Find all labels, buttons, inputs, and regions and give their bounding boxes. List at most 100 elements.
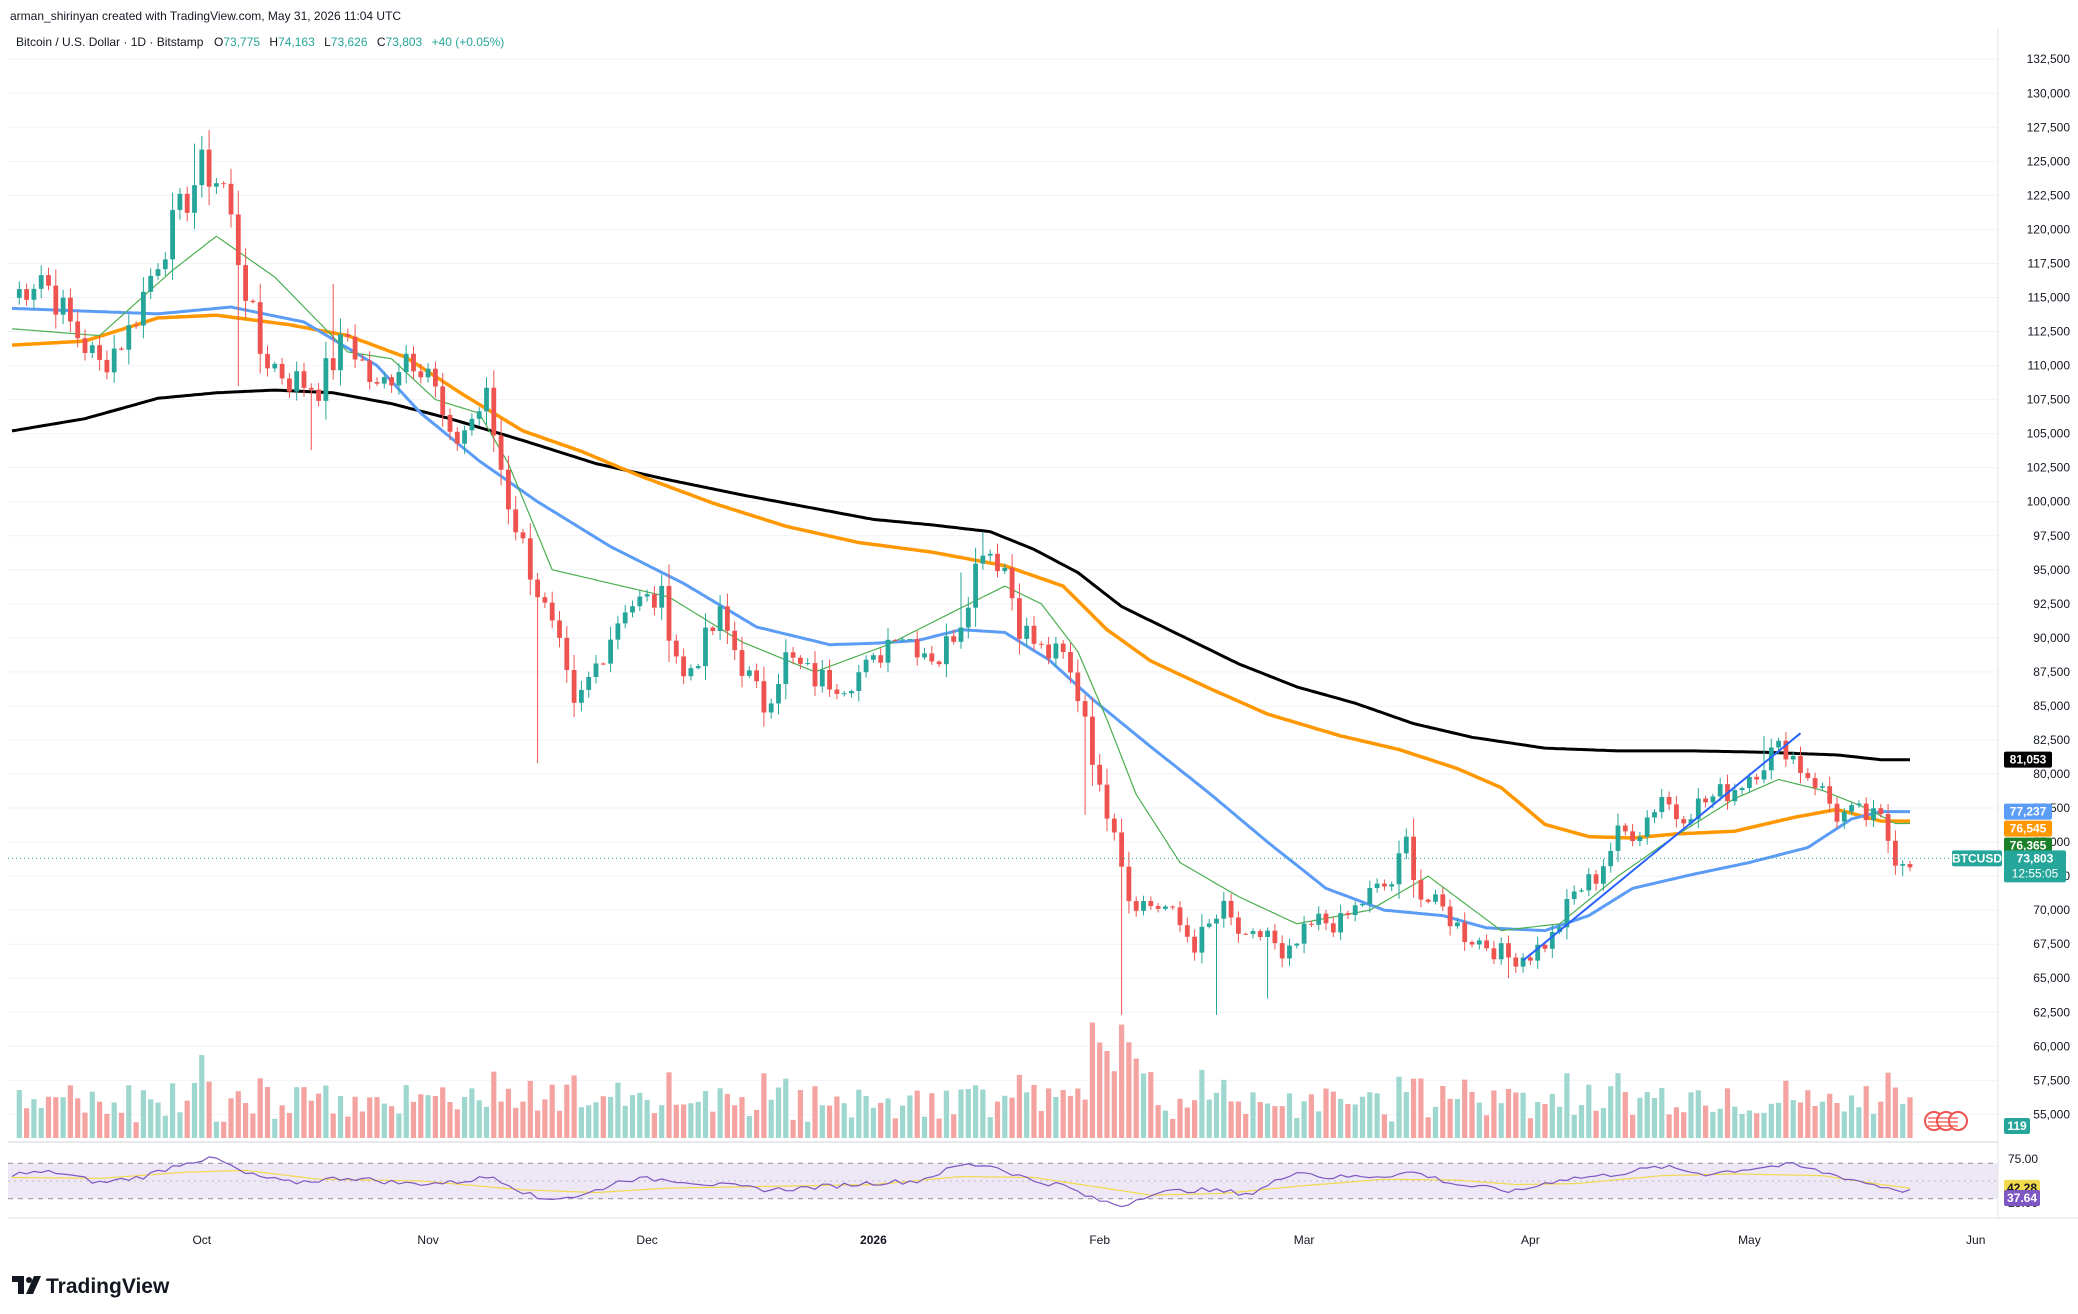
candle-body[interactable] (360, 359, 365, 361)
candle-body[interactable] (1287, 945, 1292, 959)
candle-body[interactable] (462, 430, 467, 444)
candle-body[interactable] (1659, 796, 1665, 813)
candle-body[interactable] (1666, 796, 1672, 805)
candle-body[interactable] (1389, 884, 1395, 887)
candle-body[interactable] (1747, 776, 1752, 789)
candle-body[interactable] (907, 639, 913, 641)
symbol-description[interactable]: Bitcoin / U.S. Dollar · 1D · Bitstamp (16, 35, 204, 49)
candle-body[interactable] (1418, 880, 1424, 900)
candle-body[interactable] (1498, 943, 1504, 960)
candle-body[interactable] (1090, 716, 1095, 765)
candle-body[interactable] (206, 149, 212, 187)
candle-body[interactable] (652, 594, 657, 608)
candle-body[interactable] (1352, 905, 1358, 916)
candle-body[interactable] (1695, 798, 1701, 820)
candle-body[interactable] (82, 338, 88, 353)
candle-body[interactable] (279, 363, 285, 379)
candle-body[interactable] (695, 666, 701, 669)
candle-body[interactable] (308, 387, 314, 390)
candle-body[interactable] (126, 325, 132, 350)
candle-body[interactable] (1345, 913, 1351, 916)
candle-body[interactable] (1309, 923, 1314, 925)
candle-body[interactable] (564, 637, 570, 671)
candle-body[interactable] (1732, 790, 1738, 802)
candle-body[interactable] (1900, 864, 1906, 866)
candle-body[interactable] (1214, 918, 1219, 924)
candle-body[interactable] (1739, 788, 1745, 791)
candle-body[interactable] (1360, 903, 1365, 906)
candle-body[interactable] (659, 585, 665, 608)
candle-body[interactable] (1316, 913, 1322, 925)
candle-body[interactable] (1163, 906, 1168, 909)
candle-body[interactable] (622, 612, 628, 624)
candle-body[interactable] (951, 636, 957, 642)
candle-body[interactable] (1068, 652, 1073, 673)
candle-body[interactable] (1082, 701, 1088, 717)
candle-body[interactable] (1681, 819, 1687, 824)
candle-body[interactable] (1841, 811, 1847, 822)
candle-body[interactable] (1674, 804, 1679, 820)
candle-body[interactable] (732, 630, 738, 651)
candle-body[interactable] (1382, 883, 1387, 887)
candle-body[interactable] (1046, 644, 1051, 659)
candle-body[interactable] (1586, 874, 1592, 891)
candle-body[interactable] (819, 669, 825, 687)
candle-body[interactable] (535, 579, 540, 598)
candle-body[interactable] (637, 596, 643, 607)
candle-body[interactable] (1513, 957, 1519, 967)
candle-body[interactable] (1440, 894, 1446, 907)
candle-body[interactable] (1622, 825, 1628, 832)
candle-body[interactable] (688, 668, 694, 677)
candle-body[interactable] (119, 348, 124, 350)
candle-body[interactable] (1520, 957, 1526, 967)
economic-events-flags[interactable] (1924, 1111, 1968, 1131)
candle-body[interactable] (506, 469, 511, 510)
candle-body[interactable] (557, 620, 562, 638)
candle-body[interactable] (1644, 817, 1650, 837)
candle-body[interactable] (1871, 808, 1876, 821)
candle-body[interactable] (1374, 883, 1380, 888)
candle-body[interactable] (1126, 866, 1132, 902)
candle-body[interactable] (1688, 819, 1694, 824)
candle-body[interactable] (170, 209, 175, 260)
candle-body[interactable] (1228, 900, 1234, 918)
candle-body[interactable] (1199, 926, 1205, 953)
candle-body[interactable] (433, 368, 438, 387)
candle-body[interactable] (1776, 740, 1781, 748)
candle-body[interactable] (878, 655, 884, 663)
candle-body[interactable] (381, 377, 387, 384)
candle-body[interactable] (184, 193, 190, 213)
candle-body[interactable] (1805, 773, 1811, 779)
candle-body[interactable] (1236, 917, 1241, 934)
candle-body[interactable] (630, 606, 635, 613)
ascending-trendline[interactable] (1522, 732, 1802, 962)
candle-body[interactable] (1856, 803, 1862, 806)
candle-body[interactable] (1608, 850, 1614, 867)
candle-body[interactable] (199, 149, 205, 186)
candle-body[interactable] (834, 689, 840, 694)
candle-body[interactable] (1878, 808, 1884, 815)
candle-body[interactable] (53, 285, 59, 315)
candle-body[interactable] (1257, 931, 1263, 938)
candle-body[interactable] (1476, 940, 1482, 945)
candle-body[interactable] (1469, 942, 1475, 945)
candle-body[interactable] (192, 185, 197, 213)
candle-body[interactable] (673, 640, 679, 657)
candle-body[interactable] (1060, 643, 1066, 653)
candle-body[interactable] (593, 663, 599, 677)
candle-body[interactable] (1893, 840, 1898, 866)
candle-body[interactable] (513, 509, 519, 533)
candle-body[interactable] (1075, 672, 1081, 702)
candle-body[interactable] (776, 684, 781, 704)
candle-body[interactable] (469, 418, 475, 431)
candle-body[interactable] (447, 414, 453, 432)
candle-body[interactable] (1155, 906, 1161, 909)
candle-body[interactable] (1411, 836, 1416, 881)
candle-body[interactable] (345, 334, 351, 337)
candle-body[interactable] (681, 656, 686, 677)
candle-body[interactable] (1141, 901, 1146, 911)
candle-body[interactable] (1885, 814, 1891, 841)
candle-body[interactable] (38, 275, 44, 289)
candle-body[interactable] (710, 627, 716, 631)
